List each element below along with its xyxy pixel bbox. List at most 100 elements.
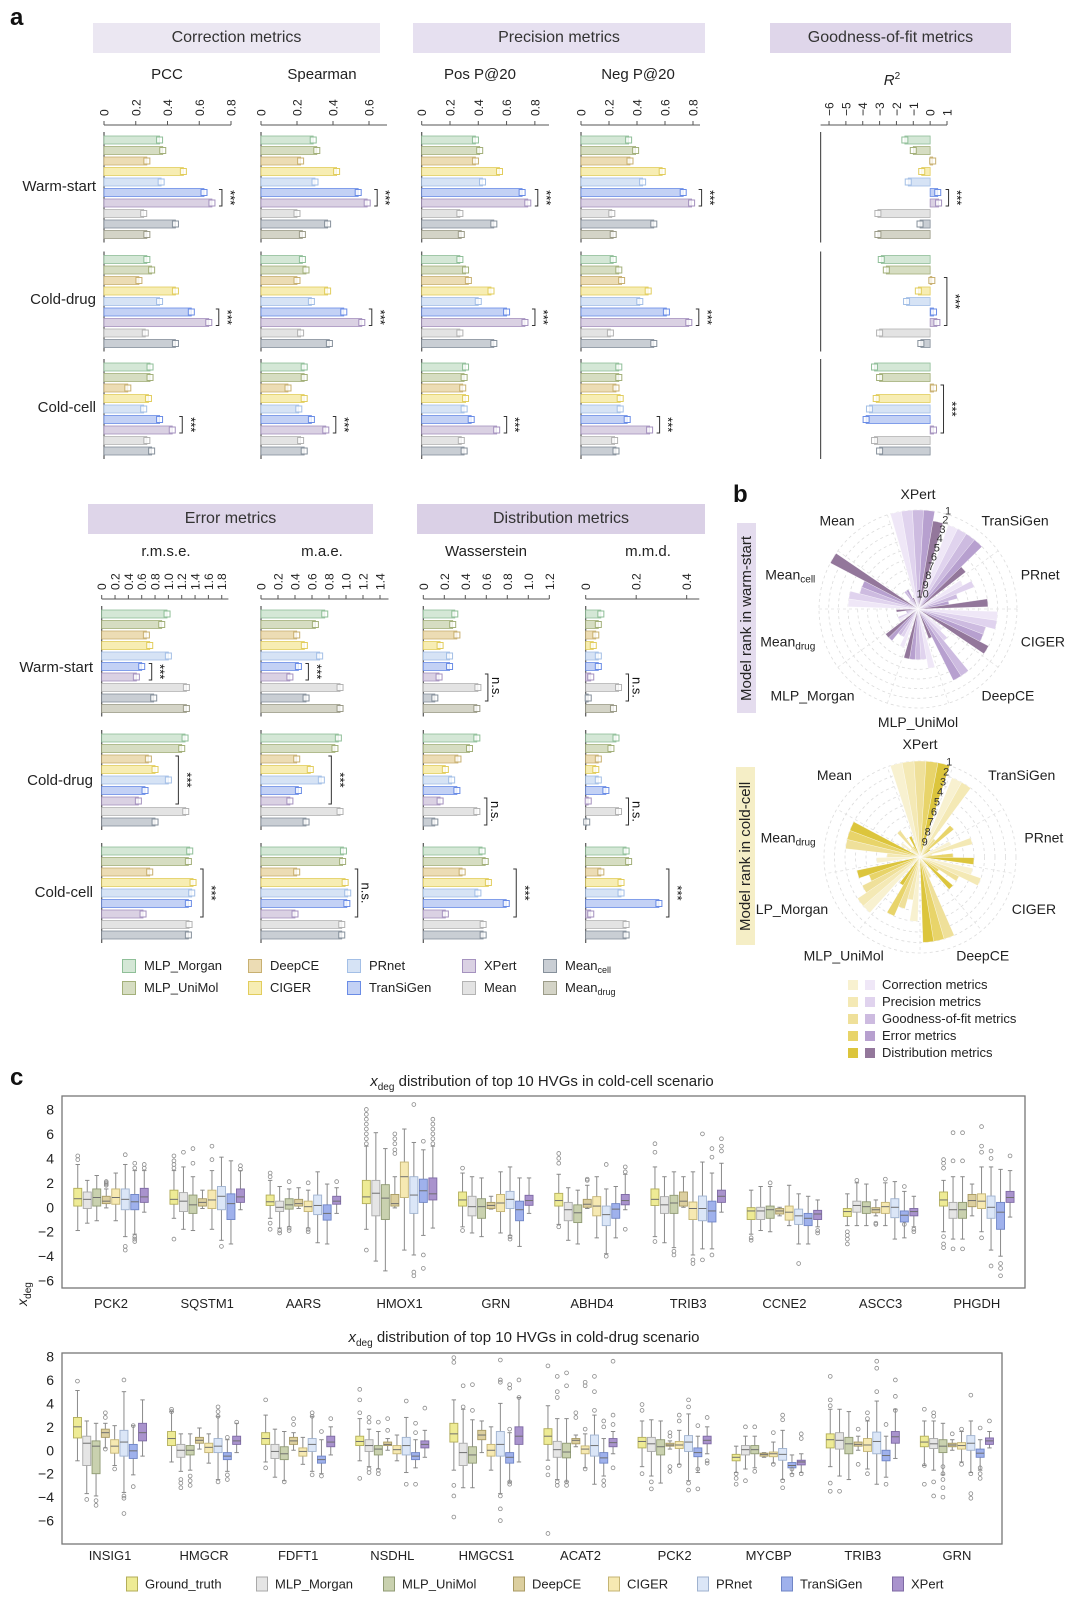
scenario-group-cold-cell: ***: [101, 843, 219, 943]
x-tick-label: −3: [873, 102, 887, 116]
significance-bracket: [200, 868, 204, 918]
bar-mlp-morgan: [422, 733, 478, 743]
legend-swatch: [122, 959, 136, 973]
rank-wedge: [917, 593, 958, 610]
fold-marker: [618, 277, 626, 284]
bar-transigen: [421, 307, 507, 317]
fold-marker: [916, 220, 924, 228]
legend-label: XPert: [911, 1576, 944, 1592]
rose-model-label: XPert: [900, 486, 935, 502]
box-ciger: [298, 1436, 308, 1465]
fold-marker: [297, 437, 305, 444]
outlier-point: [121, 1511, 127, 1516]
bar-mlp-morgan: [103, 135, 160, 145]
rank-wedge: [900, 842, 921, 858]
outlier-point: [652, 1149, 658, 1155]
x-tick-label: 0: [415, 109, 429, 116]
outlier-point: [733, 1481, 739, 1487]
fold-marker: [324, 220, 332, 228]
fold-marker: [286, 797, 294, 805]
fold-marker: [872, 395, 880, 402]
outlier-point: [121, 1493, 127, 1499]
outlier-point: [430, 1141, 436, 1146]
bar-mean-cell: [879, 446, 931, 456]
gene-label: PCK2: [94, 1296, 128, 1311]
outlier-point: [601, 1478, 607, 1484]
fold-marker: [448, 776, 456, 784]
gene-label: GRN: [942, 1548, 971, 1563]
significance-label: ***: [517, 885, 532, 900]
box-ciger: [863, 1420, 872, 1470]
significance-label: n.s.: [630, 801, 645, 822]
outlier-point: [940, 1464, 946, 1469]
rank-wedge: [917, 608, 933, 639]
rank-wedge: [849, 821, 921, 858]
x-tick-label: 0.6: [500, 99, 514, 116]
box-ciger: [784, 1184, 794, 1227]
row-label-warm-start-bottom: Warm-start: [19, 659, 93, 676]
bar-mean-drug: [260, 230, 303, 239]
outlier-point: [498, 1493, 503, 1499]
bar-mlp-unimol: [885, 265, 931, 275]
fold-marker: [625, 136, 633, 144]
bar-deepce: [580, 383, 617, 393]
box-mlp-morgan: [178, 1166, 188, 1230]
bar-mlp-unimol: [421, 373, 465, 382]
box-mlp-morgan: [835, 1408, 844, 1477]
iqr-box: [601, 1205, 611, 1227]
x-tick-label: 0.6: [193, 99, 207, 116]
box-mlp-unimol: [765, 1185, 775, 1233]
rose-model-4: DeepCE: [919, 856, 1009, 963]
outlier-point: [827, 1403, 833, 1409]
outlier-point: [704, 1458, 710, 1464]
outlier-point: [941, 1241, 946, 1247]
rank-wedge: [917, 608, 989, 654]
box-xpert: [813, 1199, 823, 1228]
bar-transigen: [580, 188, 684, 197]
box-mlp-unimol: [92, 1174, 102, 1222]
scenario-group-cold-cell: ***: [819, 359, 960, 459]
outlier-point: [622, 1226, 628, 1232]
iqr-box: [679, 1191, 688, 1207]
outlier-point: [364, 1141, 369, 1146]
fold-marker: [594, 652, 602, 660]
x-tick-label: 0.6: [306, 573, 320, 590]
bar-prnet: [580, 177, 643, 187]
rank-wedge: [903, 608, 919, 660]
iqr-box: [746, 1207, 756, 1220]
box-transigen: [599, 1438, 609, 1477]
bar-transigen: [422, 662, 450, 671]
significance-label: ***: [950, 190, 965, 205]
outlier-point: [556, 1224, 562, 1230]
outlier-point: [545, 1531, 551, 1536]
rose-model-label: Meandrug: [760, 633, 815, 652]
rank-tick-label: 3: [939, 524, 945, 536]
fold-marker: [484, 879, 492, 886]
outlier-point: [451, 1483, 457, 1488]
significance-bracket: [695, 308, 700, 326]
significance-label: ***: [945, 401, 960, 416]
outlier-point: [865, 1471, 870, 1476]
iqr-box: [371, 1179, 381, 1217]
box-ciger: [977, 1166, 986, 1233]
outlier-point: [507, 1481, 512, 1487]
fold-marker: [874, 231, 882, 238]
y-tick-label: 4: [46, 1395, 54, 1411]
fold-marker: [611, 437, 619, 444]
bar-mlp-unimol: [580, 146, 636, 155]
legend-swatch-yellow: [848, 1014, 858, 1024]
x-tick-label: 1.0: [340, 573, 354, 590]
outlier-point: [357, 1397, 363, 1403]
rank-spoke: [825, 856, 921, 875]
outlier-point: [695, 1486, 701, 1492]
rank-wedge: [908, 835, 921, 858]
fold-marker: [294, 787, 302, 794]
bar-mean-cell: [260, 930, 343, 940]
rank-spoke: [837, 608, 919, 668]
bar-chart-wasserstein: 0 0.2 0.4 0.6 0.8 1.0 1.2n.s.n.s.***: [417, 573, 557, 943]
outlier-point: [780, 1485, 785, 1491]
outlier-point: [582, 1466, 588, 1472]
bar-xpert: [101, 672, 137, 682]
bar-ciger: [101, 878, 194, 887]
outlier-point: [743, 1424, 748, 1430]
